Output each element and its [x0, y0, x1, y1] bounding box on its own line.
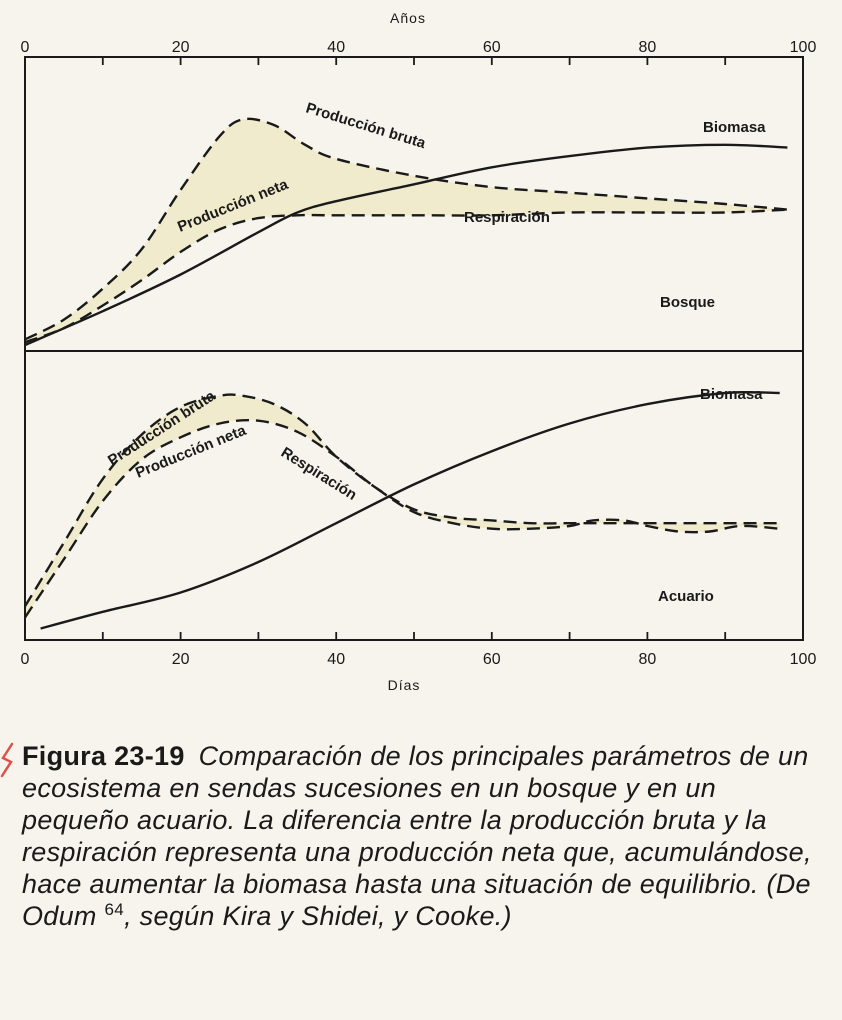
aquarium-panel-label: Acuario — [658, 588, 714, 605]
figure-caption: Figura 23-19 Comparación de los principal… — [22, 740, 822, 932]
years-axis-title: Años — [390, 10, 426, 26]
margin-check-mark — [0, 742, 14, 778]
forest-panel — [24, 117, 788, 347]
bottom-tick-label: 80 — [639, 651, 657, 668]
figure-number: Figura 23-19 — [22, 741, 185, 771]
produccion-bruta-line — [23, 393, 780, 607]
days-axis-title: Días — [388, 677, 421, 693]
caption-reference: 64 — [104, 900, 125, 919]
top-tick-label: 80 — [639, 39, 657, 56]
caption-text-end: , según Kira y Shidei, y Cooke.) — [124, 901, 512, 931]
succession-figure: Años 0 20 40 60 80 100 0 20 40 60 80 100 Días Prod… — [21, 10, 817, 693]
top-tick-label: 60 — [483, 39, 501, 56]
forest-biomass-label: Biomasa — [703, 119, 766, 136]
bottom-tick-labels: 0 20 40 60 80 100 — [21, 651, 817, 668]
forest-respiration-label: Respiración — [464, 209, 550, 226]
biomasa-line — [40, 391, 780, 630]
net-production-area — [25, 118, 788, 343]
top-tick-labels: 0 20 40 60 80 100 — [21, 39, 817, 56]
aquarium-panel — [23, 391, 780, 630]
caption-text: Comparación de los principales parámetro… — [22, 741, 812, 931]
forest-panel-label: Bosque — [660, 294, 715, 311]
tick-marks — [24, 57, 804, 640]
top-tick-label: 40 — [327, 39, 345, 56]
respiracion-line — [24, 418, 780, 619]
biomasa-line — [24, 143, 788, 347]
bottom-tick-label: 40 — [327, 651, 345, 668]
bottom-tick-label: 100 — [790, 651, 817, 668]
respiracion-line — [24, 208, 788, 344]
forest-gross-production-label: Producción bruta — [304, 100, 428, 153]
top-tick-label: 100 — [790, 39, 817, 56]
top-tick-label: 20 — [172, 39, 190, 56]
bottom-tick-label: 60 — [483, 651, 501, 668]
bottom-tick-label: 0 — [21, 651, 30, 668]
top-tick-label: 0 — [21, 39, 30, 56]
aquarium-biomass-label: Biomasa — [700, 386, 763, 403]
produccion-bruta-line — [24, 117, 788, 341]
aquarium-respiration-label: Respiración — [278, 444, 360, 504]
bottom-tick-label: 20 — [172, 651, 190, 668]
